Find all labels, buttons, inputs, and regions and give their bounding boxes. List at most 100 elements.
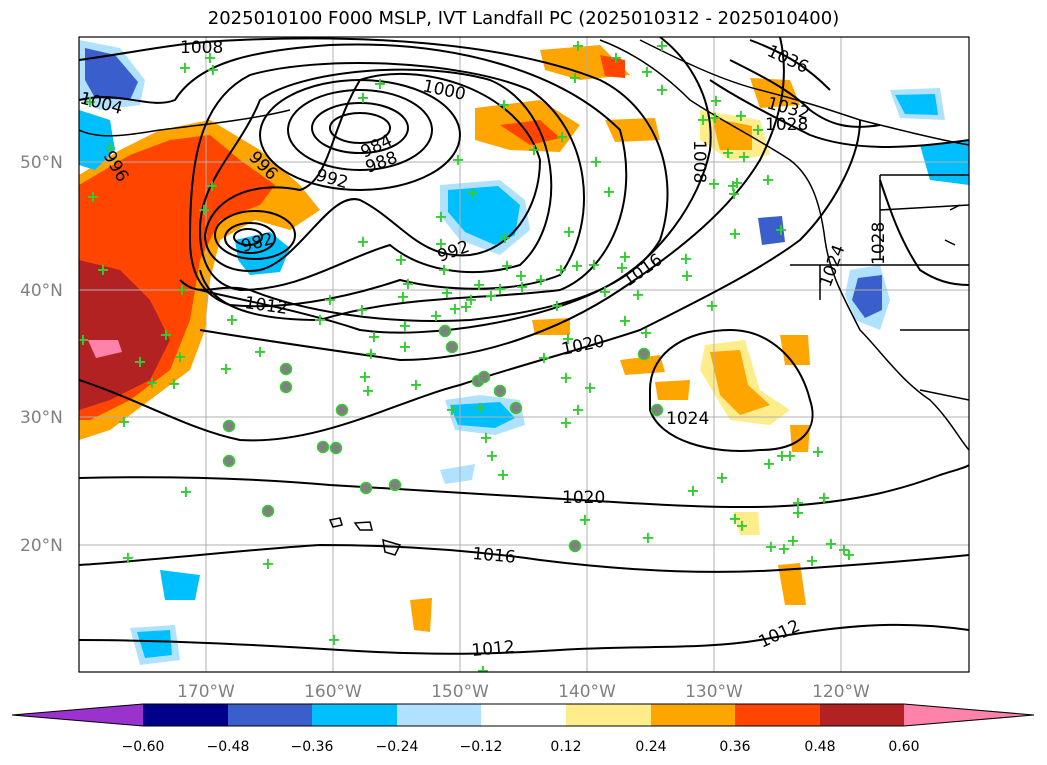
landfall-cross-marker: + — [205, 176, 218, 195]
landfall-cross-marker: + — [786, 531, 799, 550]
colorbar-bin — [397, 704, 481, 726]
landfall-cross-marker: + — [527, 140, 540, 159]
landfall-cross-marker: + — [440, 283, 453, 302]
landfall-cross-marker: + — [696, 110, 709, 129]
ivt-positive-n4-inner — [712, 118, 752, 150]
landfall-cross-marker: + — [497, 95, 510, 114]
lon-label: 150°W — [431, 682, 489, 702]
landfall-circle-marker — [222, 454, 236, 468]
landfall-cross-marker: + — [219, 359, 232, 378]
landfall-cross-marker: + — [583, 378, 596, 397]
contour-label: 1028 — [869, 222, 889, 265]
landfall-cross-marker: + — [361, 381, 374, 400]
ivt-negative-south2 — [160, 570, 200, 600]
landfall-circle-marker — [388, 478, 402, 492]
ivt-negative-nw-b — [79, 110, 115, 170]
landfall-cross-marker: + — [179, 482, 192, 501]
landfall-cross-marker: + — [445, 400, 458, 419]
lat-label: 20°N — [20, 536, 63, 556]
landfall-cross-marker: + — [103, 138, 116, 157]
landfall-cross-marker: + — [571, 400, 584, 419]
coastlines — [79, 39, 969, 556]
landfall-cross-marker: + — [598, 282, 611, 301]
landfall-cross-marker: + — [83, 92, 96, 111]
landfall-cross-marker: + — [728, 224, 741, 243]
landfall-cross-marker: + — [561, 329, 574, 348]
landfall-cross-marker: + — [364, 344, 377, 363]
colorbar-outline — [11, 703, 1035, 727]
landfall-circle-marker — [261, 504, 275, 518]
colorbar-tick: 0.60 — [888, 739, 919, 755]
contour-label: 1016 — [472, 544, 517, 568]
colorbar-tick: −0.36 — [291, 739, 334, 755]
lat-label: 40°N — [20, 281, 63, 301]
landfall-cross-marker: + — [705, 296, 718, 315]
landfall-cross-marker: + — [550, 296, 563, 315]
landfall-cross-marker: + — [76, 330, 89, 349]
landfall-cross-marker: + — [498, 228, 511, 247]
landfall-cross-marker: + — [429, 306, 442, 325]
landfall-cross-marker: + — [775, 446, 788, 465]
lon-label: 120°W — [812, 682, 870, 702]
landfall-cross-marker: + — [764, 537, 777, 556]
landfall-cross-marker: + — [686, 481, 699, 500]
landfall-cross-marker: + — [225, 310, 238, 329]
colorbar-tick: −0.24 — [376, 739, 419, 755]
landfall-cross-marker: + — [554, 260, 567, 279]
colorbar-ticks: −0.60 −0.48 −0.36 −0.24 −0.12 0.12 0.24 … — [122, 739, 920, 755]
colorbar-bin — [566, 704, 651, 726]
landfall-cross-marker: + — [500, 256, 513, 275]
landfall-cross-marker: + — [355, 300, 368, 319]
landfall-cross-marker: + — [559, 368, 572, 387]
landfall-cross-marker: + — [159, 325, 172, 344]
landfall-cross-marker: + — [358, 367, 371, 386]
colorbar-tick: 0.48 — [804, 739, 835, 755]
landfall-cross-marker: + — [679, 249, 692, 268]
landfall-cross-marker: + — [655, 36, 668, 55]
landfall-circle-marker — [650, 403, 664, 417]
ivt-negative-coast2-inner — [895, 94, 938, 115]
landfall-cross-marker: + — [398, 316, 411, 335]
landfall-cross-marker: + — [721, 143, 734, 162]
ivt-positive-n5 — [750, 78, 800, 108]
landfall-cross-marker: + — [587, 255, 600, 274]
landfall-cross-marker: + — [571, 36, 584, 55]
landfall-cross-marker: + — [709, 91, 722, 110]
landfall-cross-marker: + — [459, 297, 472, 316]
ivt-negative-nw-inner — [85, 48, 138, 100]
landfall-cross-marker: + — [197, 200, 210, 219]
landfall-cross-marker: + — [448, 299, 461, 318]
landfall-cross-marker: + — [655, 80, 668, 99]
landfall-cross-marker: + — [708, 108, 721, 127]
landfall-cross-marker: + — [496, 465, 509, 484]
ivt-positive-n1-inner — [500, 120, 560, 145]
landfall-cross-marker: + — [409, 375, 422, 394]
landfall-cross-marker: + — [737, 147, 750, 166]
landfall-cross-marker: + — [484, 286, 497, 305]
mslp-contours — [79, 37, 969, 655]
landfall-cross-marker: + — [145, 373, 158, 392]
landfall-circle-marker — [329, 441, 343, 455]
landfall-cross-marker: + — [774, 220, 787, 239]
landfall-cross-marker: + — [367, 327, 380, 346]
ivt-negative-coast1-inner — [852, 275, 882, 318]
landfall-cross-marker: + — [811, 442, 824, 461]
colorbar — [11, 703, 1035, 727]
landfall-cross-marker: + — [133, 352, 146, 371]
landfall-cross-marker: + — [842, 545, 855, 564]
ivt-max-core — [88, 340, 122, 358]
ivt-positive-sub3 — [780, 335, 810, 365]
landfall-cross-marker: + — [515, 277, 528, 296]
contour-label: 1028 — [765, 115, 808, 135]
landfall-cross-marker: + — [451, 150, 464, 169]
landfall-cross-marker: + — [537, 348, 550, 367]
landfall-circle-marker — [335, 403, 349, 417]
landfall-cross-marker: + — [555, 127, 568, 146]
plot-frame — [78, 36, 970, 673]
landfall-cross-marker: + — [396, 287, 409, 306]
landfall-cross-marker: + — [261, 554, 274, 573]
contour-label: 1012 — [471, 637, 516, 661]
ivt-positive-south1 — [778, 563, 806, 605]
landfall-cross-marker: + — [618, 311, 631, 330]
landfall-circle-marker — [477, 370, 491, 384]
